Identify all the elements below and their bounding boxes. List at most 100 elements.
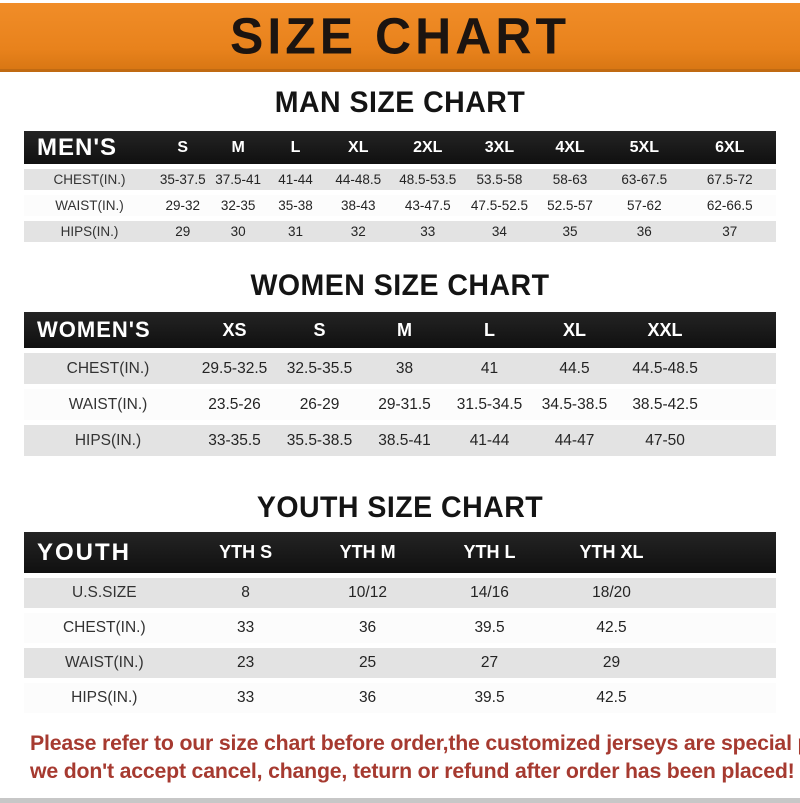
measurement-value-cell: 25 [306,648,429,678]
measurement-row: WAIST(IN.) 23.5-26 26-29 29-31.5 31.5-34.5 34… [24,389,776,420]
measurement-value-cell: 44-48.5 [325,169,392,190]
measurement-value-cell: 47.5-52.5 [463,195,535,216]
measurement-row-label: WAIST(IN.) [24,648,185,678]
measurement-row: WAIST(IN.) 29-32 32-35 35-38 38-43 43-47.5 47.… [24,195,776,216]
women-section-title: WOMEN SIZE CHART [250,269,550,302]
measurement-row-label: HIPS(IN.) [24,221,156,242]
measurement-value-cell: 44.5-48.5 [617,353,714,384]
measurement-row-label: CHEST(IN.) [24,613,185,643]
measurement-value-cell: 42.5 [550,683,673,713]
measurement-row-label: U.S.SIZE [24,578,185,608]
measurement-value-cell: 44.5 [532,353,618,384]
measurement-value-cell: 26-29 [277,389,363,420]
order-notice-line-1: Please refer to our size chart before or… [30,731,800,755]
size-column-header: M [210,131,266,164]
size-column-header: XL [325,131,392,164]
measurement-value-cell: 23 [184,648,307,678]
measurement-value-cell: 33 [184,613,307,643]
measurement-value-cell: 29 [550,648,673,678]
measurement-row: HIPS(IN.) 29 30 31 32 33 34 35 36 37 [24,221,776,242]
measurement-value-cell: 57-62 [605,195,684,216]
filler-header-cell [672,532,776,573]
measurement-row: CHEST(IN.) 29.5-32.5 32.5-35.5 38 41 44.5 44.5… [24,353,776,384]
youth-size-table: YOUTH YTH S YTH M YTH L YTH XL U.S.SIZE 8 10/12… [24,527,776,718]
measurement-value-cell: 34 [463,221,535,242]
measurement-value-cell: 35.5-38.5 [277,425,363,456]
measurement-value-cell: 29-31.5 [362,389,448,420]
measurement-value-cell: 43-47.5 [391,195,464,216]
measurement-value-cell: 38.5-42.5 [617,389,714,420]
measurement-value-cell: 48.5-53.5 [391,169,464,190]
measurement-row-label: HIPS(IN.) [24,425,193,456]
measurement-value-cell: 10/12 [306,578,429,608]
measurement-value-cell: 41 [447,353,533,384]
measurement-row: HIPS(IN.) 33 36 39.5 42.5 [24,683,776,713]
table-header-label: WOMEN'S [24,312,193,348]
women-table-wrapper: WOMEN'S XS S M L XL XXL CHEST(IN.) 29.5-32.5 32.5… [0,307,800,461]
measurement-value-cell: 41-44 [447,425,533,456]
measurement-row: HIPS(IN.) 33-35.5 35.5-38.5 38.5-41 41-44 44-… [24,425,776,456]
measurement-value-cell: 33 [391,221,464,242]
filler-cell [713,389,776,420]
measurement-value-cell: 30 [210,221,266,242]
measurement-value-cell: 52.5-57 [534,195,606,216]
men-size-chart-section: MAN SIZE CHART MEN'S S M L XL 2XL 3XL 4XL 5XL 6XL… [0,86,800,247]
youth-section-title: YOUTH SIZE CHART [256,491,544,524]
measurement-value-cell: 38.5-41 [362,425,448,456]
measurement-value-cell: 32.5-35.5 [277,353,363,384]
youth-size-chart-section: YOUTH SIZE CHART YOUTH YTH S YTH M YTH L YTH… [0,491,800,718]
size-chart-banner: SIZE CHART [0,3,800,72]
filler-cell [672,613,776,643]
measurement-value-cell: 58-63 [534,169,606,190]
measurement-value-cell: 14/16 [428,578,551,608]
measurement-row: U.S.SIZE 8 10/12 14/16 18/20 [24,578,776,608]
measurement-value-cell: 36 [306,613,429,643]
men-section-title: MAN SIZE CHART [274,86,526,119]
size-column-header: 2XL [391,131,464,164]
measurement-value-cell: 67.5-72 [683,169,776,190]
order-notice-line-2: we don't accept cancel, change, teturn o… [30,759,795,783]
measurement-value-cell: 8 [184,578,307,608]
table-header-label: YOUTH [24,532,185,573]
size-column-header: YTH L [428,532,551,573]
measurement-value-cell: 39.5 [428,613,551,643]
measurement-value-cell: 37 [683,221,776,242]
size-column-header: S [155,131,211,164]
size-column-header: 5XL [605,131,684,164]
women-size-table: WOMEN'S XS S M L XL XXL CHEST(IN.) 29.5-32.5 32.5… [24,307,776,461]
order-notice: Please refer to our size chart before or… [0,718,800,785]
measurement-row: CHEST(IN.) 33 36 39.5 42.5 [24,613,776,643]
measurement-value-cell: 33-35.5 [192,425,278,456]
size-column-header: 3XL [463,131,535,164]
size-column-header: YTH S [184,532,307,573]
size-column-header: XL [532,312,618,348]
bottom-divider [0,798,800,803]
banner-title: SIZE CHART [230,7,570,65]
size-column-header: XS [192,312,278,348]
measurement-row-label: WAIST(IN.) [24,389,193,420]
size-column-header: 4XL [534,131,606,164]
measurement-row: CHEST(IN.) 35-37.5 37.5-41 41-44 44-48.5 48.5… [24,169,776,190]
filler-cell [713,353,776,384]
size-column-header: L [265,131,326,164]
filler-cell [672,578,776,608]
size-column-header: YTH M [306,532,429,573]
measurement-value-cell: 18/20 [550,578,673,608]
men-size-table: MEN'S S M L XL 2XL 3XL 4XL 5XL 6XL CHEST(IN.) 35-37… [24,126,776,247]
table-header-label: MEN'S [24,131,156,164]
men-table-wrapper: MEN'S S M L XL 2XL 3XL 4XL 5XL 6XL CHEST(IN.) 35-37… [0,126,800,247]
measurement-row-label: HIPS(IN.) [24,683,185,713]
measurement-value-cell: 27 [428,648,551,678]
measurement-row-label: CHEST(IN.) [24,353,193,384]
measurement-value-cell: 23.5-26 [192,389,278,420]
measurement-value-cell: 31.5-34.5 [447,389,533,420]
size-column-header: XXL [617,312,714,348]
measurement-value-cell: 53.5-58 [463,169,535,190]
measurement-row-label: CHEST(IN.) [24,169,156,190]
measurement-value-cell: 33 [184,683,307,713]
measurement-row: WAIST(IN.) 23 25 27 29 [24,648,776,678]
filler-cell [713,425,776,456]
measurement-value-cell: 31 [265,221,326,242]
filler-header-cell [713,312,776,348]
youth-table-wrapper: YOUTH YTH S YTH M YTH L YTH XL U.S.SIZE 8 10/12… [0,527,800,718]
